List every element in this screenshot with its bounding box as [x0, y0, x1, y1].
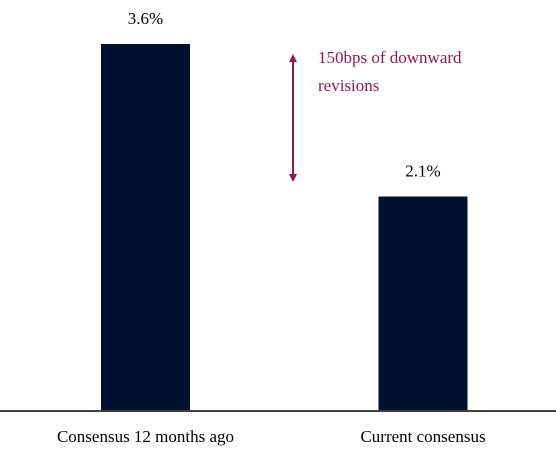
bar — [101, 44, 190, 410]
bar — [378, 196, 468, 410]
value-label: 3.6% — [128, 9, 163, 28]
value-label: 2.1% — [405, 161, 440, 180]
annotation: revisions — [318, 76, 379, 95]
annotation: 150bps of downward — [318, 48, 462, 67]
x-tick-label: Consensus 12 months ago — [57, 427, 234, 446]
x-tick-label: Current consensus — [360, 427, 485, 446]
